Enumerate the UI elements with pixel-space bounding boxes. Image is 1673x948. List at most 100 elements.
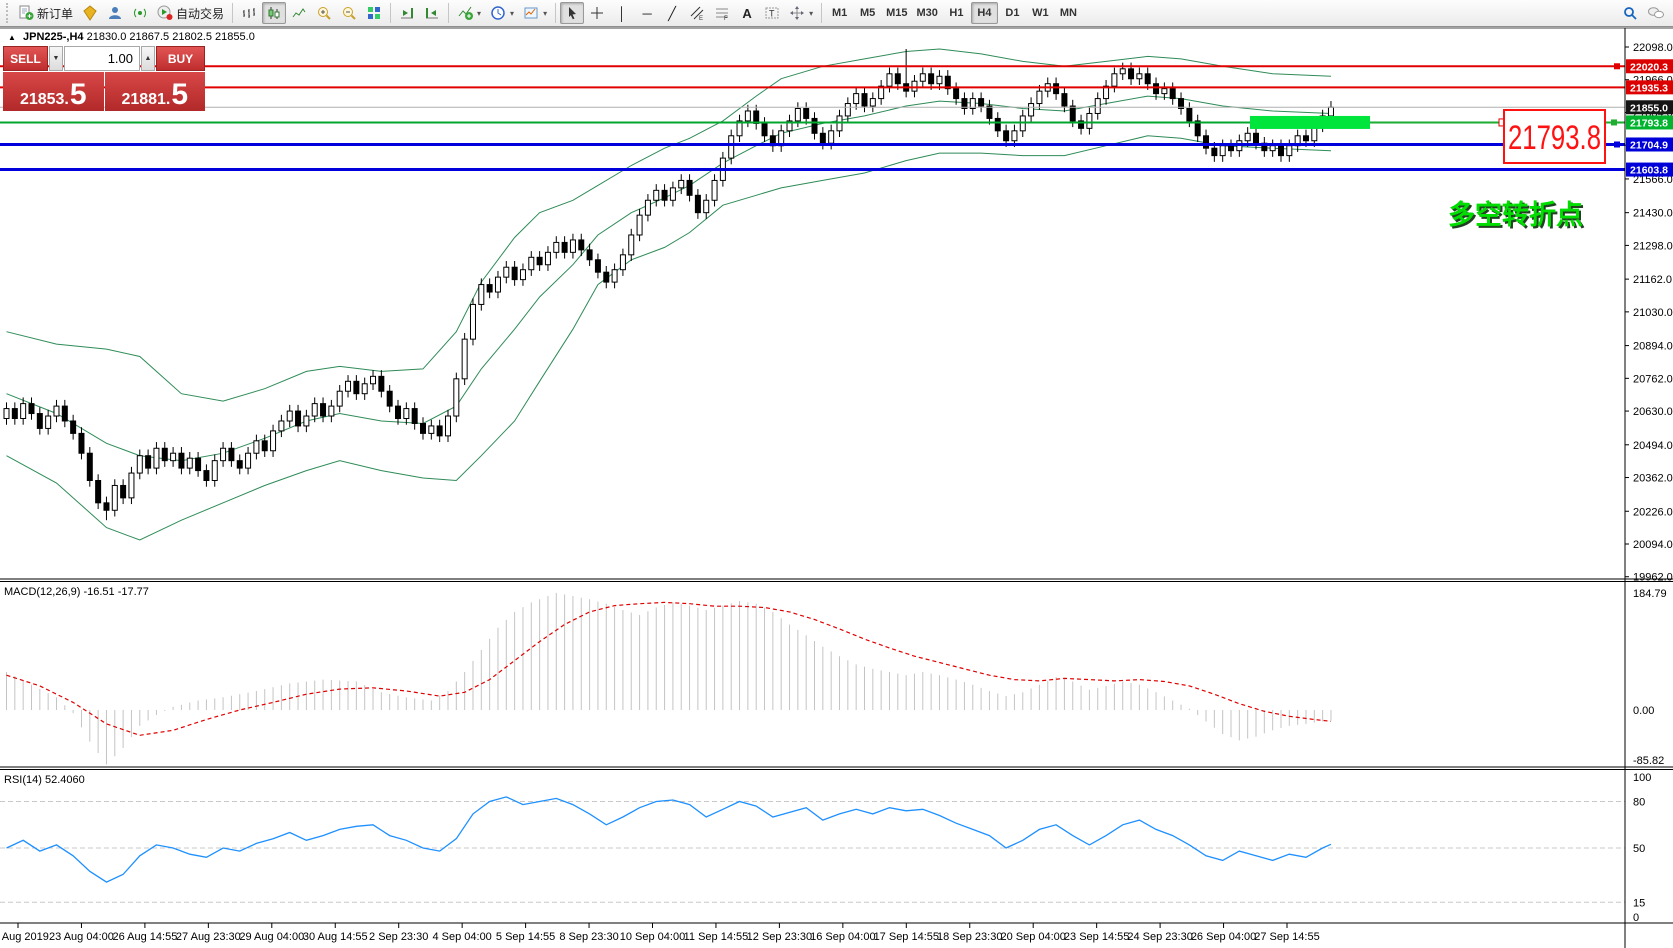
tile-windows-button[interactable] [362,2,386,24]
svg-text:16 Sep 04:00: 16 Sep 04:00 [810,931,875,943]
svg-text:12 Sep 23:30: 12 Sep 23:30 [747,931,812,943]
svg-text:21298.0: 21298.0 [1633,240,1673,252]
dropdown-arrow-icon: ▾ [809,8,814,18]
svg-text:20094.0: 20094.0 [1633,539,1673,551]
timeframe-w1-button[interactable]: W1 [1032,7,1049,19]
new-order-icon [19,5,34,20]
sell-price-panel[interactable]: 21853. 5 [3,72,104,111]
svg-text:多空转折点: 多空转折点 [1450,201,1585,232]
candlestick-chart-icon [268,7,280,19]
svg-text:0.00: 0.00 [1633,705,1654,717]
timeframe-d1-button[interactable]: D1 [1005,7,1020,19]
svg-text:17 Sep 14:55: 17 Sep 14:55 [874,931,939,943]
price-callout[interactable]: 21793.8 [1370,109,1625,164]
toolbar-separator [821,3,823,23]
zoom-in-button[interactable] [312,2,336,24]
new-order-button[interactable]: 新订单 [14,2,77,24]
svg-text:21793.8: 21793.8 [1630,117,1668,129]
periods-button[interactable]: ▾ [486,2,518,24]
svg-text:27 Aug 23:30: 27 Aug 23:30 [176,931,241,943]
fibonacci-icon: F [716,8,729,21]
text-label-button[interactable]: T [760,2,784,24]
horizontal-line-button[interactable]: ─ [635,2,659,24]
buy-price-panel[interactable]: 21881. 5 [104,72,205,111]
timeframe-m5-button[interactable]: M5 [859,7,876,19]
text-button[interactable]: A [735,2,759,24]
svg-text:50: 50 [1633,843,1645,855]
svg-text:2 Sep 23:30: 2 Sep 23:30 [369,931,428,943]
autotrading-button[interactable]: 自动交易 [153,2,228,24]
svg-text:20494.0: 20494.0 [1633,440,1673,452]
svg-text:21566.0: 21566.0 [1633,174,1673,186]
signals-button[interactable] [128,2,152,24]
svg-text:E: E [699,16,703,21]
vertical-line-icon: │ [618,5,627,21]
cursor-icon [569,7,577,20]
svg-text:26 Aug 14:55: 26 Aug 14:55 [112,931,177,943]
collapse-triangle-icon[interactable]: ▲ [8,33,16,42]
trendline-button[interactable]: ╱ [660,2,684,24]
svg-text:21935.3: 21935.3 [1630,82,1668,94]
metaeditor-icon [83,5,97,21]
crosshair-button[interactable] [585,2,609,24]
timeframe-m30-button[interactable]: M30 [916,7,938,19]
volume-increase-button[interactable]: ▲ [141,46,155,71]
autotrading-label: 自动交易 [176,6,225,21]
svg-text:20 Sep 04:00: 20 Sep 04:00 [1000,931,1065,943]
chat-button[interactable] [1643,2,1669,24]
svg-text:184.79: 184.79 [1633,588,1667,600]
macd-indicator: MACD(12,26,9) -16.51 -17.77 [4,586,1332,765]
svg-text:21162.0: 21162.0 [1633,274,1672,286]
new-order-label: 新订单 [37,6,74,21]
volume-input[interactable]: 1.00 [64,46,140,71]
timeframe-h4-button[interactable]: H4 [970,2,998,24]
buy-button[interactable]: BUY [156,46,205,71]
shapes-arrows-icon [790,6,805,20]
svg-text:20226.0: 20226.0 [1633,506,1673,518]
svg-text:-85.82: -85.82 [1633,755,1664,767]
search-icon [1624,7,1637,20]
timeframe-m15-button[interactable]: M15 [886,7,908,19]
vertical-line-button[interactable]: │ [610,2,634,24]
timeframe-mn-button[interactable]: MN [1059,7,1077,19]
templates-icon [524,7,538,19]
metaeditor-button[interactable] [78,2,102,24]
equidistant-channel-button[interactable]: E [685,2,709,24]
timeframe-m1-button[interactable]: M1 [831,7,848,19]
chart-shift-button[interactable] [420,2,444,24]
fibonacci-button[interactable]: F [710,2,734,24]
search-button[interactable] [1618,2,1642,24]
price-highlight-bar[interactable] [1250,115,1370,129]
candlestick-chart-button[interactable] [262,2,287,24]
svg-text:26 Sep 04:00: 26 Sep 04:00 [1191,931,1256,943]
svg-text:T: T [769,9,775,19]
horizontal-line-objects[interactable] [0,63,1625,172]
timeframe-h1-button[interactable]: H1 [949,7,964,19]
autoscroll-button[interactable] [395,2,419,24]
cursor-button[interactable] [560,2,585,24]
community-button[interactable] [103,2,127,24]
zoom-out-button[interactable] [337,2,361,24]
chart-shift-icon [426,8,439,19]
shapes-button[interactable]: ▾ [785,2,817,24]
indicators-icon [458,6,474,20]
line-chart-button[interactable] [287,2,311,24]
svg-text:30 Aug 14:55: 30 Aug 14:55 [303,931,368,943]
templates-button[interactable]: ▾ [519,2,551,24]
bar-chart-button[interactable] [237,2,261,24]
svg-text:23 Aug 04:00: 23 Aug 04:00 [49,931,114,943]
pane-separators[interactable] [0,27,1673,924]
line-chart-icon [292,8,306,18]
sell-button[interactable]: SELL [3,46,48,71]
autotrading-icon [157,5,173,20]
svg-text:20762.0: 20762.0 [1633,373,1673,385]
toolbar-drag-handle[interactable] [6,3,11,23]
candlesticks [3,48,1334,521]
bar-chart-icon [243,8,256,18]
indicators-button[interactable]: ▾ [453,2,485,24]
dropdown-arrow-icon: ▾ [510,8,515,18]
volume-decrease-button[interactable]: ▼ [49,46,63,71]
